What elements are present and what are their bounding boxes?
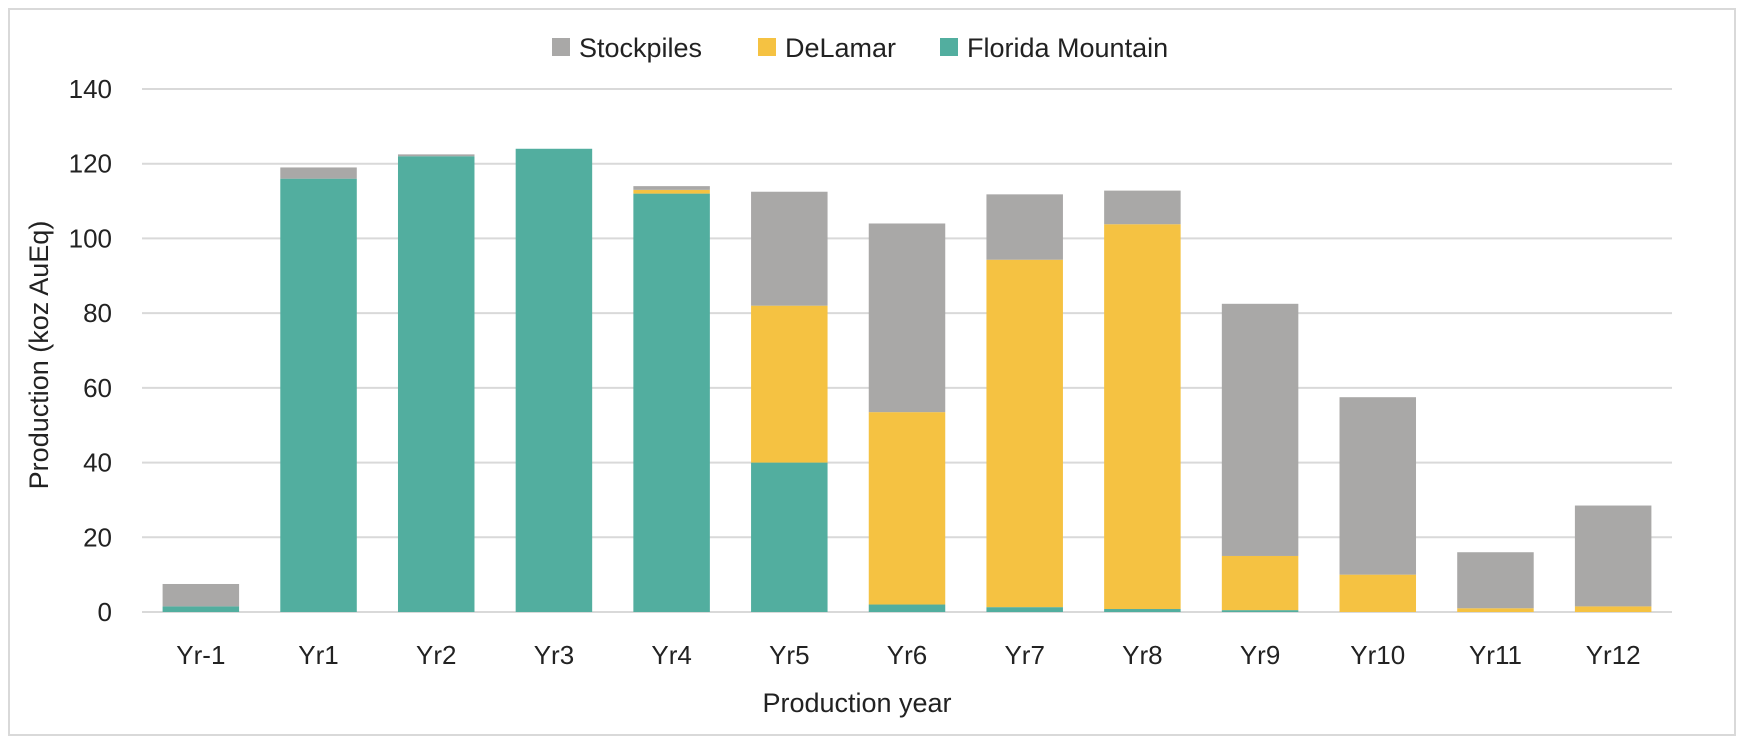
bar-segment-florida-mountain-yr2 (397, 156, 475, 612)
bar-segment-delamar-yr7 (986, 259, 1063, 608)
bars (162, 148, 1652, 612)
y-tick-label: 100 (69, 223, 112, 253)
legend-label: Florida Mountain (967, 33, 1168, 63)
x-tick-label: Yr8 (1122, 640, 1162, 670)
x-tick-label: Yr-1 (176, 640, 225, 670)
x-tick-label: Yr11 (1469, 640, 1522, 670)
x-tick-label: Yr6 (887, 640, 927, 670)
legend-swatch-delamar (758, 38, 776, 56)
y-tick-labels: 0 20 40 60 80 100 120 140 (69, 74, 112, 627)
y-axis-title: Production (koz AuEq) (24, 221, 54, 490)
bar-segment-stockpiles-yr-1 (162, 583, 240, 607)
bar-segment-delamar-yr12 (1574, 606, 1652, 612)
y-tick-label: 80 (83, 298, 112, 328)
legend-swatch-stockpiles (552, 38, 570, 56)
x-tick-labels: Yr-1 Yr1 Yr2 Yr3 Yr4 Yr5 Yr6 Yr7 Yr8 Yr9 Yr10 Yr11 Y… (176, 640, 1640, 670)
bar-segment-stockpiles-yr10 (1339, 397, 1417, 575)
legend-label: Stockpiles (579, 33, 702, 63)
bar-segment-stockpiles-yr7 (986, 194, 1063, 260)
y-tick-label: 20 (83, 522, 112, 552)
legend-label: DeLamar (785, 33, 896, 63)
y-tick-label: 120 (69, 149, 112, 179)
x-tick-label: Yr12 (1586, 640, 1641, 670)
bar-segment-delamar-yr4 (633, 189, 710, 194)
x-axis-title: Production year (762, 688, 951, 718)
bar-segment-delamar-yr9 (1221, 555, 1299, 611)
x-tick-label: Yr2 (416, 640, 456, 670)
bar-segment-stockpiles-yr2 (397, 154, 475, 157)
bar-segment-florida-mountain-yr1 (280, 178, 357, 612)
legend-swatch-florida-mountain (940, 38, 958, 56)
bar-segment-stockpiles-yr1 (280, 167, 357, 179)
legend: Stockpiles DeLamar Florida Mountain (552, 33, 1168, 63)
bar-segment-delamar-yr6 (868, 412, 946, 605)
y-tick-label: 40 (83, 448, 112, 478)
x-tick-label: Yr4 (651, 640, 691, 670)
y-tick-label: 60 (83, 373, 112, 403)
x-tick-label: Yr9 (1240, 640, 1280, 670)
y-tick-label: 0 (98, 597, 112, 627)
x-tick-label: Yr5 (769, 640, 809, 670)
bar-segment-delamar-yr5 (751, 305, 828, 463)
bar-segment-stockpiles-yr9 (1221, 303, 1299, 556)
bar-segment-florida-mountain-yr8 (1104, 609, 1181, 612)
bar-segment-florida-mountain-yr7 (986, 607, 1063, 612)
bar-segment-delamar-yr8 (1104, 224, 1181, 610)
bar-segment-stockpiles-yr8 (1104, 190, 1181, 225)
bar-segment-florida-mountain-yr4 (633, 193, 710, 612)
bar-segment-florida-mountain-yr5 (751, 462, 828, 612)
x-tick-label: Yr3 (534, 640, 574, 670)
x-tick-label: Yr7 (1004, 640, 1044, 670)
bar-segment-stockpiles-yr5 (751, 191, 828, 306)
x-tick-label: Yr1 (298, 640, 338, 670)
bar-segment-delamar-yr11 (1457, 608, 1534, 612)
bar-segment-florida-mountain-yr3 (515, 148, 593, 612)
bar-segment-delamar-yr10 (1339, 574, 1417, 612)
bar-segment-florida-mountain-yr6 (868, 604, 946, 612)
bar-segment-stockpiles-yr4 (633, 186, 710, 190)
bar-segment-stockpiles-yr12 (1574, 505, 1652, 607)
bar-segment-stockpiles-yr11 (1457, 552, 1534, 609)
bar-segment-florida-mountain-yr-1 (162, 606, 240, 612)
bar-segment-florida-mountain-yr9 (1221, 610, 1299, 612)
y-tick-label: 140 (69, 74, 112, 104)
x-tick-label: Yr10 (1350, 640, 1405, 670)
bar-segment-stockpiles-yr6 (868, 223, 946, 413)
